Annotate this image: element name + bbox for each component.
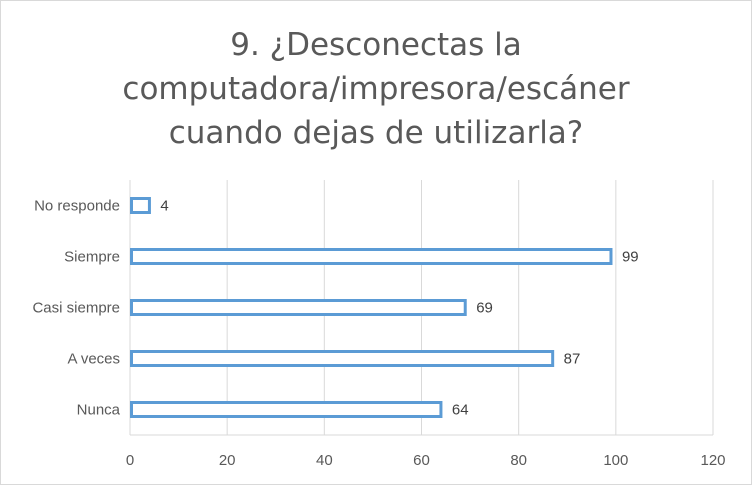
bar-4	[130, 401, 443, 418]
data-label-1: 99	[622, 249, 639, 266]
chart-title: 9. ¿Desconectas la computadora/impresora…	[61, 23, 691, 155]
x-tick-label-4: 80	[510, 452, 527, 469]
x-tick-label-2: 40	[316, 452, 333, 469]
data-label-3: 87	[564, 351, 581, 368]
category-label-1: Siempre	[64, 249, 120, 266]
bar-3	[130, 350, 555, 367]
x-tick-label-0: 0	[126, 452, 134, 469]
category-label-2: Casi siempre	[32, 300, 120, 317]
bar-0	[130, 197, 151, 214]
data-label-4: 64	[452, 402, 469, 419]
category-label-0: No responde	[34, 198, 120, 215]
bar-2	[130, 299, 467, 316]
x-tick-label-3: 60	[413, 452, 430, 469]
chart-title-line-1: 9. ¿Desconectas la	[230, 27, 522, 63]
x-tick-label-5: 100	[603, 452, 628, 469]
chart-title-line-2: computadora/impresora/escáner	[122, 71, 630, 107]
chart-title-line-3: cuando dejas de utilizarla?	[168, 115, 584, 151]
data-label-0: 4	[160, 198, 168, 215]
category-label-4: Nunca	[77, 402, 121, 419]
data-label-2: 69	[476, 300, 493, 317]
category-label-3: A veces	[67, 351, 120, 368]
bar-1	[130, 248, 613, 265]
x-tick-label-6: 120	[700, 452, 725, 469]
x-tick-label-1: 20	[219, 452, 236, 469]
